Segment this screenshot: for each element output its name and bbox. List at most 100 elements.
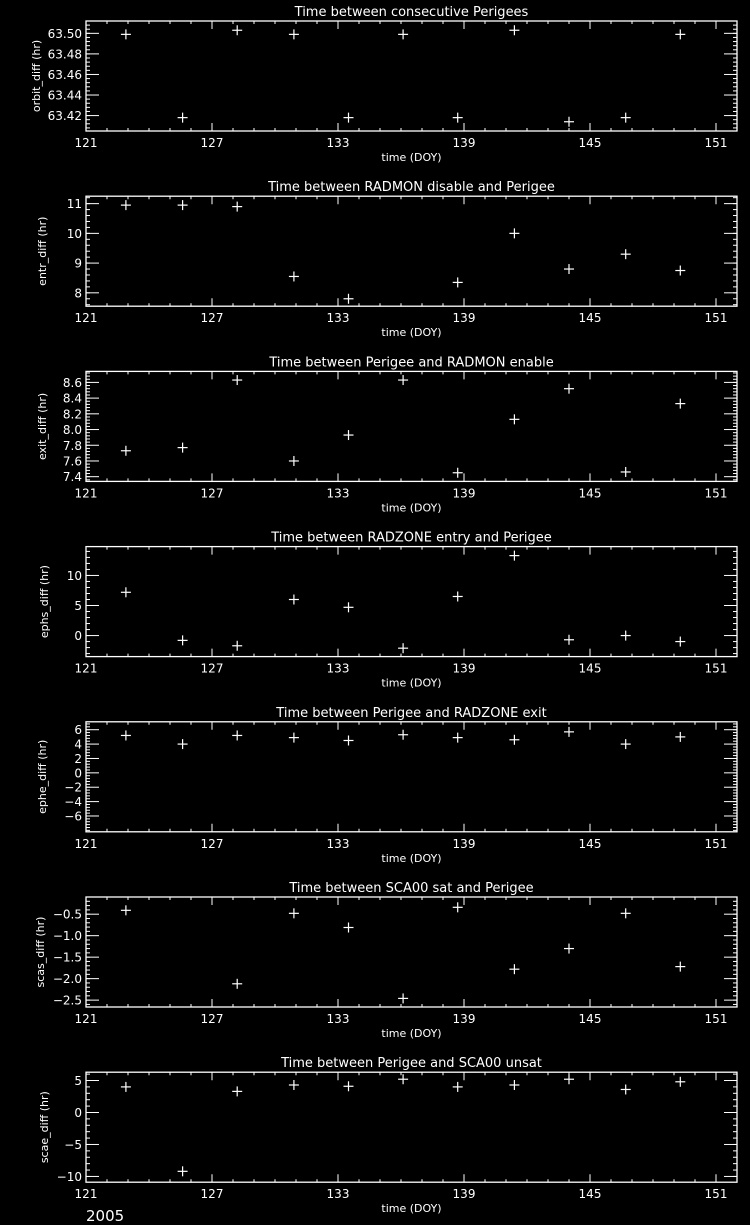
y-axis-label: orbit_diff (hr) — [30, 40, 43, 112]
chart-title: Time between consecutive Perigees — [294, 5, 529, 20]
x-tick-label: 133 — [327, 1012, 350, 1026]
y-tick-label: −1.5 — [53, 951, 82, 965]
x-tick-label: 139 — [453, 311, 476, 325]
x-tick-label: 145 — [579, 136, 602, 150]
x-tick-label: 127 — [201, 486, 224, 500]
y-tick-label: 10 — [67, 227, 82, 241]
chart-title: Time between RADMON disable and Perigee — [267, 180, 555, 195]
data-point — [509, 228, 520, 239]
y-tick-label: 63.42 — [48, 109, 82, 123]
chart-panel-3: Time between Perigee and RADMON enable 12… — [36, 355, 738, 514]
x-tick-label: 121 — [75, 837, 98, 851]
data-point — [120, 29, 131, 40]
x-tick-label: 133 — [327, 486, 350, 500]
x-tick-label: 151 — [705, 136, 728, 150]
data-point — [120, 200, 131, 211]
y-tick-label: 8.2 — [63, 407, 82, 421]
y-axis-label: entr_diff (hr) — [36, 217, 49, 286]
data-point — [288, 1079, 299, 1090]
chart-panel-1: Time between consecutive Perigees 121 127 1… — [30, 5, 738, 164]
y-axis-label: exit_diff (hr) — [36, 393, 49, 460]
data-point — [177, 1166, 188, 1177]
data-point — [509, 964, 520, 975]
data-point — [343, 430, 354, 441]
x-axis-label: time (DOY) — [381, 326, 441, 339]
chart-title: Time between Perigee and SCA00 unsat — [280, 1056, 542, 1071]
y-tick-label: 0 — [74, 629, 82, 643]
x-tick-label: 145 — [579, 486, 602, 500]
data-point — [120, 905, 131, 916]
y-tick-label: −4 — [64, 795, 82, 809]
data-point — [288, 271, 299, 282]
x-axis-label: time (DOY) — [381, 501, 441, 514]
chart-title: Time between Perigee and RADMON enable — [268, 355, 553, 370]
x-tick-label: 127 — [201, 1012, 224, 1026]
data-point — [120, 1081, 131, 1092]
data-point — [675, 731, 686, 742]
data-point — [509, 550, 520, 561]
chart-panel-7: Time between Perigee and SCA00 unsat 121 1… — [38, 1056, 738, 1215]
y-tick-label: −1.0 — [53, 929, 82, 943]
x-tick-label: 121 — [75, 486, 98, 500]
data-point — [232, 201, 243, 212]
data-point — [398, 729, 409, 740]
y-tick-label: 63.44 — [48, 89, 82, 103]
data-point — [452, 1081, 463, 1092]
data-point — [343, 112, 354, 123]
data-point — [509, 734, 520, 745]
data-point — [343, 735, 354, 746]
y-tick-label: −2.0 — [53, 972, 82, 986]
data-point — [564, 1074, 574, 1085]
x-tick-label: 121 — [75, 662, 98, 676]
data-point — [288, 594, 299, 605]
data-point — [343, 922, 354, 933]
y-tick-label: 10 — [67, 569, 82, 583]
y-tick-label: −2 — [64, 781, 82, 795]
data-point — [120, 730, 131, 741]
x-tick-label: 133 — [327, 311, 350, 325]
x-tick-label: 133 — [327, 837, 350, 851]
x-tick-label: 145 — [579, 1187, 602, 1201]
data-point — [177, 442, 188, 453]
data-point — [620, 1084, 631, 1095]
y-tick-label: −10 — [57, 1170, 82, 1184]
plot-frame — [85, 195, 738, 307]
y-tick-label: 8.0 — [63, 423, 82, 437]
data-point — [675, 961, 686, 972]
footer-year: 2005 — [86, 1207, 125, 1225]
plot-frame — [85, 20, 738, 132]
data-point — [452, 467, 463, 478]
x-tick-label: 145 — [579, 662, 602, 676]
x-tick-label: 151 — [705, 311, 728, 325]
x-axis-label: time (DOY) — [381, 677, 441, 690]
x-tick-label: 139 — [453, 1012, 476, 1026]
y-tick-label: 8.4 — [63, 392, 82, 406]
plot-frame — [85, 1071, 738, 1183]
data-point — [398, 29, 409, 40]
y-tick-label: 2 — [74, 752, 82, 766]
x-axis-label: time (DOY) — [381, 1202, 441, 1215]
x-tick-label: 139 — [453, 837, 476, 851]
y-tick-label: −2.5 — [53, 994, 82, 1008]
data-point — [288, 29, 299, 40]
x-tick-label: 139 — [453, 136, 476, 150]
data-point — [343, 293, 354, 304]
x-tick-label: 121 — [75, 1012, 98, 1026]
data-point — [620, 908, 631, 919]
x-tick-label: 121 — [75, 1187, 98, 1201]
y-axis-label: ephe_diff (hr) — [36, 740, 49, 814]
data-point — [232, 1086, 243, 1097]
x-tick-label: 133 — [327, 136, 350, 150]
x-tick-label: 151 — [705, 662, 728, 676]
x-tick-label: 133 — [327, 662, 350, 676]
data-point — [564, 943, 574, 954]
data-point — [232, 640, 243, 651]
data-point — [675, 398, 686, 409]
data-point — [675, 636, 686, 647]
y-axis-label: scas_diff (hr) — [34, 917, 47, 988]
data-point — [343, 602, 354, 613]
x-tick-label: 145 — [579, 1012, 602, 1026]
data-point — [398, 643, 409, 654]
data-point — [620, 739, 631, 750]
